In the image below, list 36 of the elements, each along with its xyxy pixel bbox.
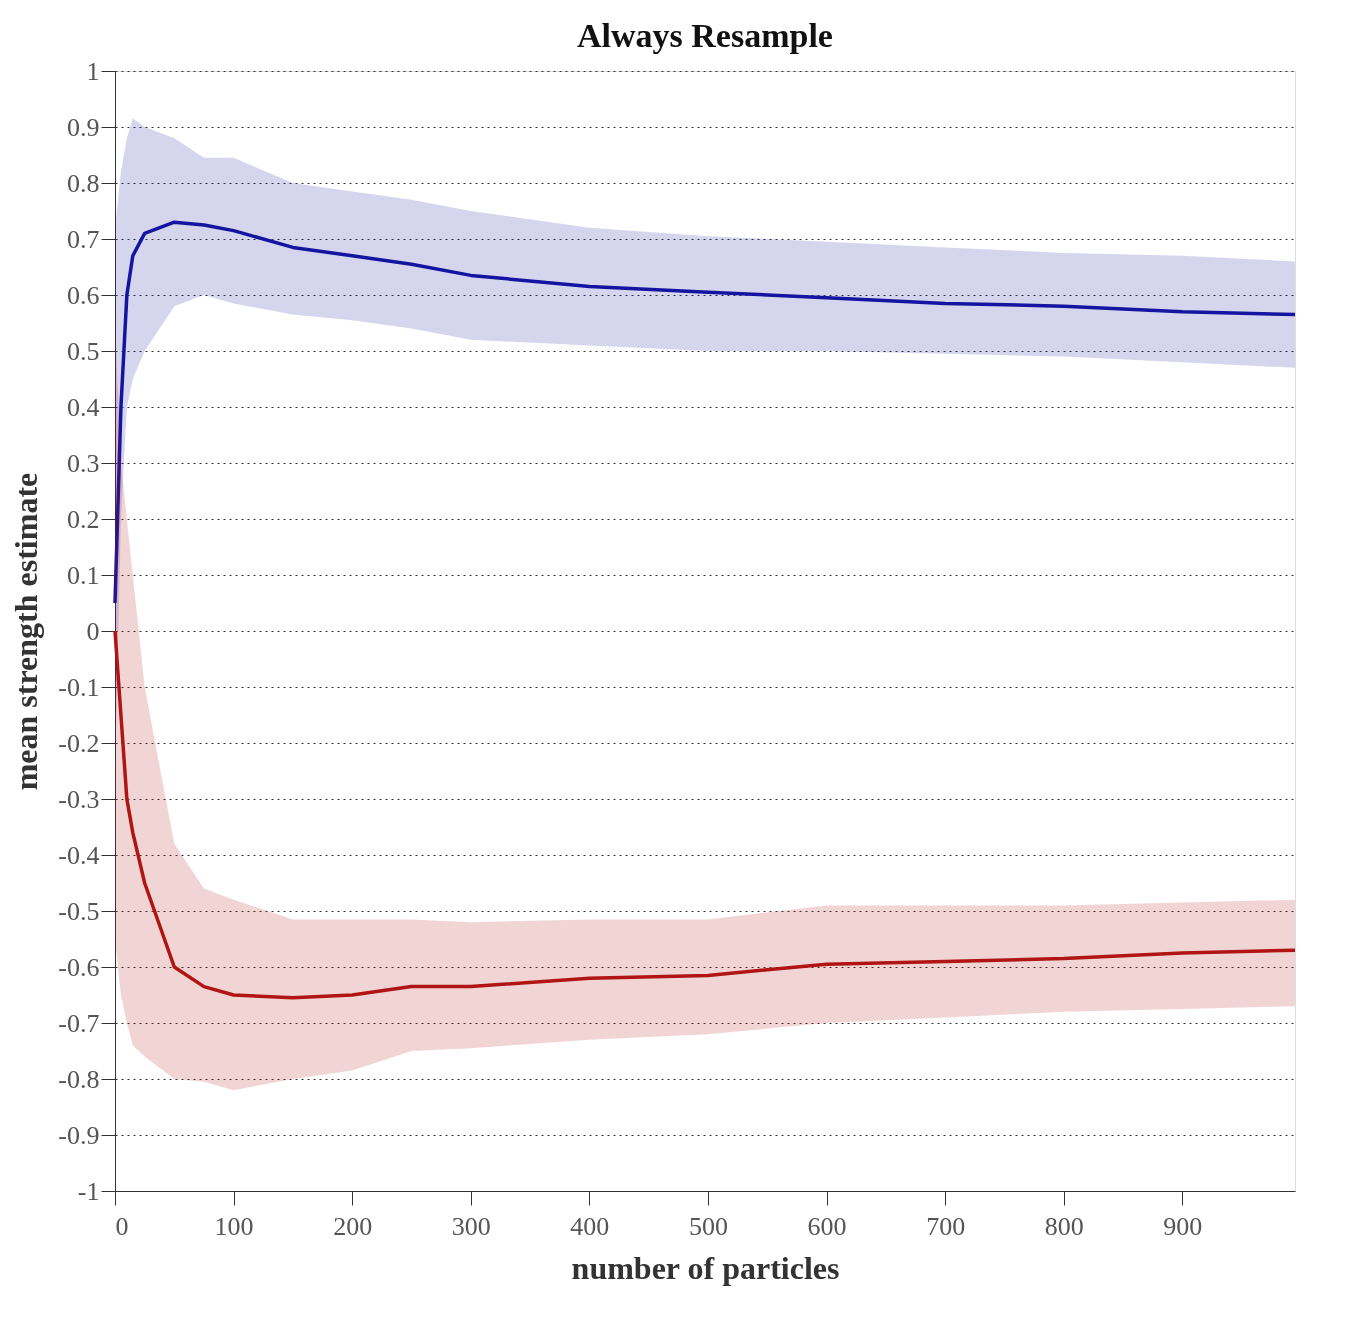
- x-tick-label: 0: [115, 1211, 129, 1241]
- y-tick-label: 0.4: [67, 392, 100, 422]
- y-tick-label: -0.4: [58, 840, 100, 870]
- y-tick-label: 0.7: [67, 224, 100, 254]
- y-tick-label: -0.6: [58, 952, 100, 982]
- y-tick-label: -0.2: [58, 728, 100, 758]
- y-tick-label: 0.9: [67, 112, 100, 142]
- x-tick-label: 900: [1163, 1211, 1203, 1241]
- y-tick-label: 0.2: [67, 504, 100, 534]
- y-tick-label: -0.9: [58, 1120, 100, 1150]
- x-tick-label: 400: [570, 1211, 610, 1241]
- x-tick-label: 200: [333, 1211, 373, 1241]
- y-tick-label: -0.7: [58, 1008, 100, 1038]
- y-tick-label: 1: [86, 56, 100, 86]
- chart-title: Always Resample: [577, 17, 833, 54]
- y-tick-label: -0.8: [58, 1064, 100, 1094]
- x-tick-label: 500: [688, 1211, 728, 1241]
- y-tick-label: -0.3: [58, 784, 100, 814]
- y-tick-label: -1: [77, 1176, 100, 1206]
- x-axis-title: number of particles: [571, 1249, 840, 1286]
- y-tick-label: 0.8: [67, 168, 100, 198]
- x-tick-label: 100: [214, 1211, 254, 1241]
- y-tick-label: 0.6: [67, 280, 100, 310]
- y-tick-label: 0.5: [67, 336, 100, 366]
- line-series: [113, 629, 1297, 1000]
- x-tick-label: 700: [926, 1211, 966, 1241]
- x-tick-label: 600: [807, 1211, 847, 1241]
- y-tick-label: 0.1: [67, 560, 100, 590]
- y-tick-label: 0.3: [67, 448, 100, 478]
- y-tick-label: 0: [86, 616, 100, 646]
- x-tick-label: 800: [1044, 1211, 1084, 1241]
- y-tick-label: -0.1: [58, 672, 100, 702]
- line-series: [113, 220, 1297, 605]
- y-tick-label: -0.5: [58, 896, 100, 926]
- x-tick-label: 300: [451, 1211, 491, 1241]
- y-axis-title: mean strength estimate: [8, 472, 45, 791]
